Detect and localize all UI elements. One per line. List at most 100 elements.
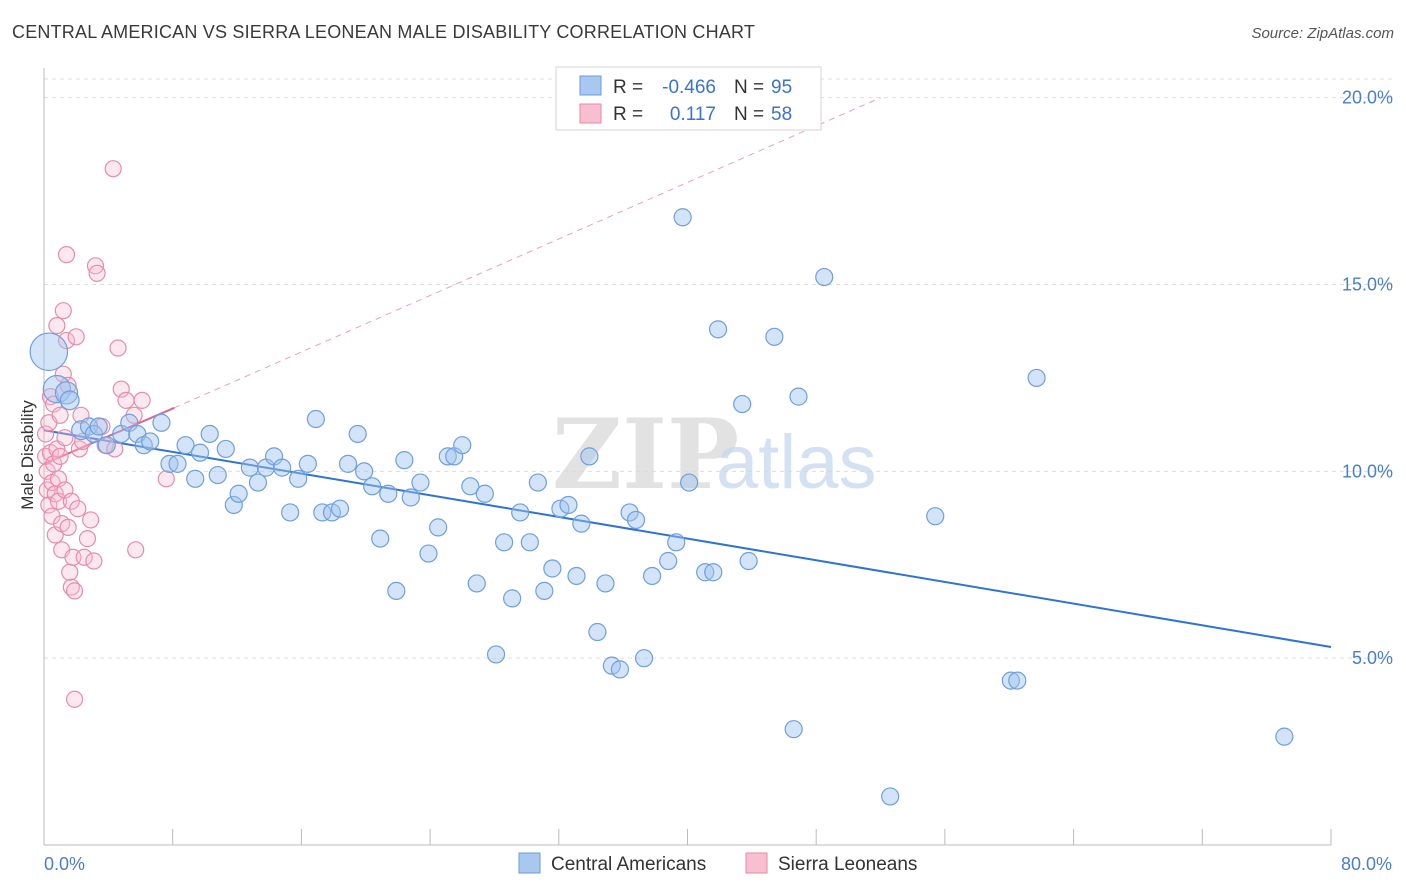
central-american-point — [190, 443, 210, 462]
central-american-point — [486, 645, 506, 664]
central-american-point — [708, 320, 728, 339]
sierra-leoneans-trend-extension — [174, 97, 881, 409]
central-american-point — [1001, 671, 1020, 690]
central-american-point — [281, 503, 300, 522]
central-american-point — [765, 327, 784, 346]
legend-blue-r-value: -0.466 — [662, 77, 716, 98]
y-axis-label: Male Disability — [18, 400, 37, 510]
central-american-point — [453, 436, 472, 455]
central-american-point — [475, 484, 494, 503]
central-american-point — [511, 503, 530, 522]
sierra-leonean-point — [88, 264, 106, 282]
x-tick-labels: 0.0% 80.0% — [44, 854, 1392, 874]
central-american-point — [97, 436, 116, 455]
chart-title: CENTRAL AMERICAN VS SIERRA LEONEAN MALE … — [12, 22, 756, 42]
sierra-leonean-point — [54, 302, 72, 320]
central-american-point — [520, 533, 539, 552]
central-american-point — [543, 559, 562, 578]
legend-pink-r-value: 0.117 — [670, 104, 716, 125]
central-american-point — [395, 451, 414, 470]
central-american-point — [379, 484, 398, 503]
sierra-leonean-point — [59, 376, 77, 394]
central-american-point — [306, 409, 325, 429]
central-american-point — [141, 432, 160, 451]
central-american-point — [330, 499, 350, 518]
central-american-point — [363, 477, 382, 496]
central-american-point — [429, 518, 448, 537]
legend-blue-n-value: 95 — [771, 77, 792, 98]
sierra-leonean-point — [78, 529, 97, 548]
y-tick-label: 20.0% — [1342, 88, 1393, 108]
central-american-point — [1008, 671, 1027, 690]
central-american-point — [528, 473, 547, 492]
central-american-point — [1027, 368, 1046, 388]
central-american-point — [588, 622, 607, 642]
central-american-point — [535, 581, 554, 601]
central-american-point — [881, 787, 900, 806]
watermark: ZIP atlas — [552, 398, 877, 511]
sierra-leonean-point — [127, 541, 145, 559]
central-american-point — [89, 417, 108, 436]
legend-blue-r-label: R = — [613, 77, 643, 98]
central-american-point — [229, 484, 248, 503]
central-american-point — [567, 566, 586, 586]
central-american-point — [467, 574, 486, 593]
sierra-leonean-points — [37, 160, 175, 708]
sierra-leonean-point — [61, 563, 79, 581]
central-american-point — [338, 454, 358, 473]
central-american-point — [289, 469, 308, 488]
sierra-leonean-point — [51, 406, 69, 424]
central-american-point — [626, 510, 646, 530]
sierra-leonean-point — [75, 548, 93, 566]
sierra-leonean-point — [48, 317, 66, 335]
central-american-point — [559, 495, 578, 515]
watermark-atlas: atlas — [716, 420, 877, 505]
central-american-points — [29, 208, 1294, 806]
central-american-point — [200, 424, 219, 444]
legend-sierra-leoneans-label: Sierra Leoneans — [778, 854, 917, 875]
sierra-leoneans-trend-line — [43, 406, 175, 465]
central-american-point — [387, 581, 406, 601]
sierra-leonean-point — [67, 328, 85, 346]
central-american-point — [643, 566, 662, 586]
central-american-point — [784, 720, 803, 739]
central-american-point — [610, 660, 630, 679]
sierra-leonean-point — [117, 391, 135, 409]
central-american-point — [815, 267, 834, 287]
legend-central-americans-label: Central Americans — [551, 854, 706, 875]
central-american-point — [176, 436, 195, 455]
legend-central-americans-swatch — [518, 852, 541, 874]
legend-bottom: Central Americans Sierra Leoneans — [518, 852, 917, 875]
sierra-leonean-point — [112, 380, 130, 398]
central-american-point — [298, 454, 317, 473]
central-american-point — [659, 551, 678, 571]
central-american-point — [503, 589, 522, 608]
sierra-leonean-point — [65, 690, 84, 708]
y-tick-label: 15.0% — [1342, 275, 1393, 295]
central-american-point — [419, 544, 438, 563]
sierra-leonean-point — [85, 552, 103, 570]
sierra-leonean-point — [109, 339, 127, 357]
central-american-point — [240, 458, 260, 477]
central-american-point — [620, 503, 639, 522]
central-american-point — [634, 649, 654, 668]
central-american-point — [667, 533, 686, 552]
legend-pink-n-value: 58 — [771, 104, 792, 125]
watermark-zip: ZIP — [552, 398, 739, 511]
sierra-leonean-point — [56, 429, 74, 447]
sierra-leonean-point — [133, 391, 151, 409]
sierra-leonean-point — [57, 246, 76, 264]
central-american-point — [152, 413, 171, 432]
legend-blue-swatch — [579, 75, 602, 96]
legend-blue-n-label: N = — [734, 77, 764, 98]
central-american-point — [355, 462, 374, 481]
central-american-point — [208, 465, 227, 485]
central-american-point — [461, 477, 480, 496]
sierra-leonean-point — [59, 518, 77, 536]
central-american-point — [739, 551, 758, 571]
central-american-point — [411, 473, 430, 492]
source-label: Source: ZipAtlas.com — [1251, 25, 1394, 42]
sierra-leonean-point — [82, 511, 100, 529]
central-american-point — [733, 394, 752, 414]
